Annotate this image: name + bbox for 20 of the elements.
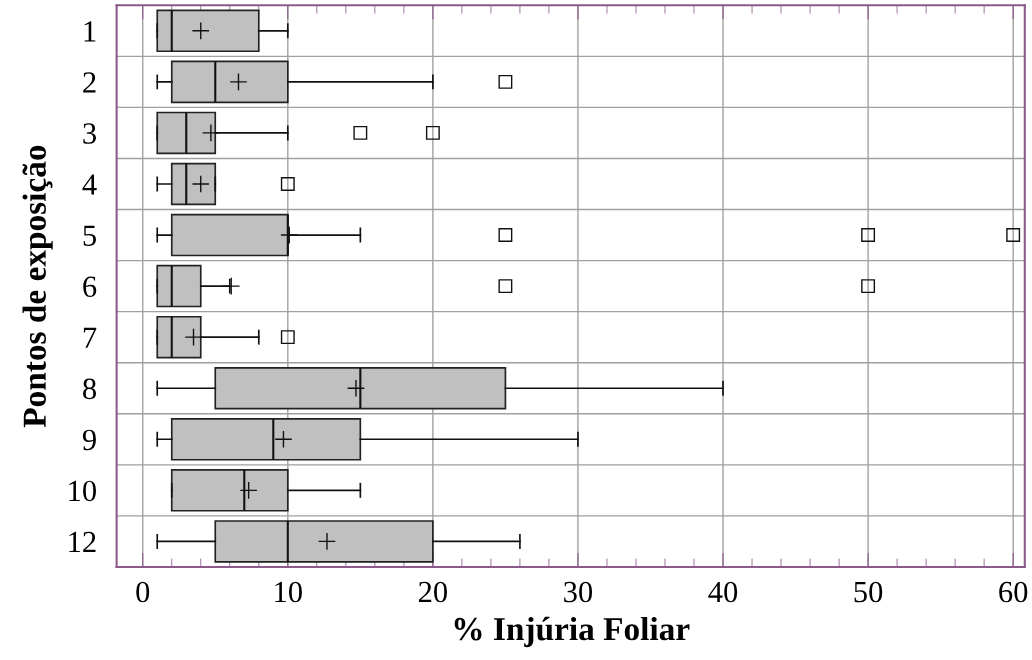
y-tick-label: 12 [69,531,96,553]
y-tick-label: 2 [83,72,96,93]
x-tick-label: 0 [136,581,150,603]
y-tick-label: 1 [84,21,96,42]
y-axis-title: Pontos de exposição [22,145,53,428]
x-tick-label: 40 [708,581,738,603]
x-tick-label: 30 [564,581,593,603]
y-tick-label: 3 [83,123,96,144]
x-tick-label: 10 [275,581,302,603]
y-tick-label: 7 [83,327,97,348]
y-tick-label: 10 [69,480,97,502]
x-tick-label: 20 [418,581,447,603]
x-tick-label: 60 [999,581,1028,603]
x-tick-label: 50 [854,581,883,603]
y-tick-label: 8 [83,378,97,400]
y-tick-label: 9 [82,429,96,451]
y-tick-label: 5 [83,225,96,246]
y-tick-label: 4 [82,174,97,195]
y-tick-label: 6 [83,276,97,298]
x-axis-title: % Injúria Foliar [454,616,690,648]
